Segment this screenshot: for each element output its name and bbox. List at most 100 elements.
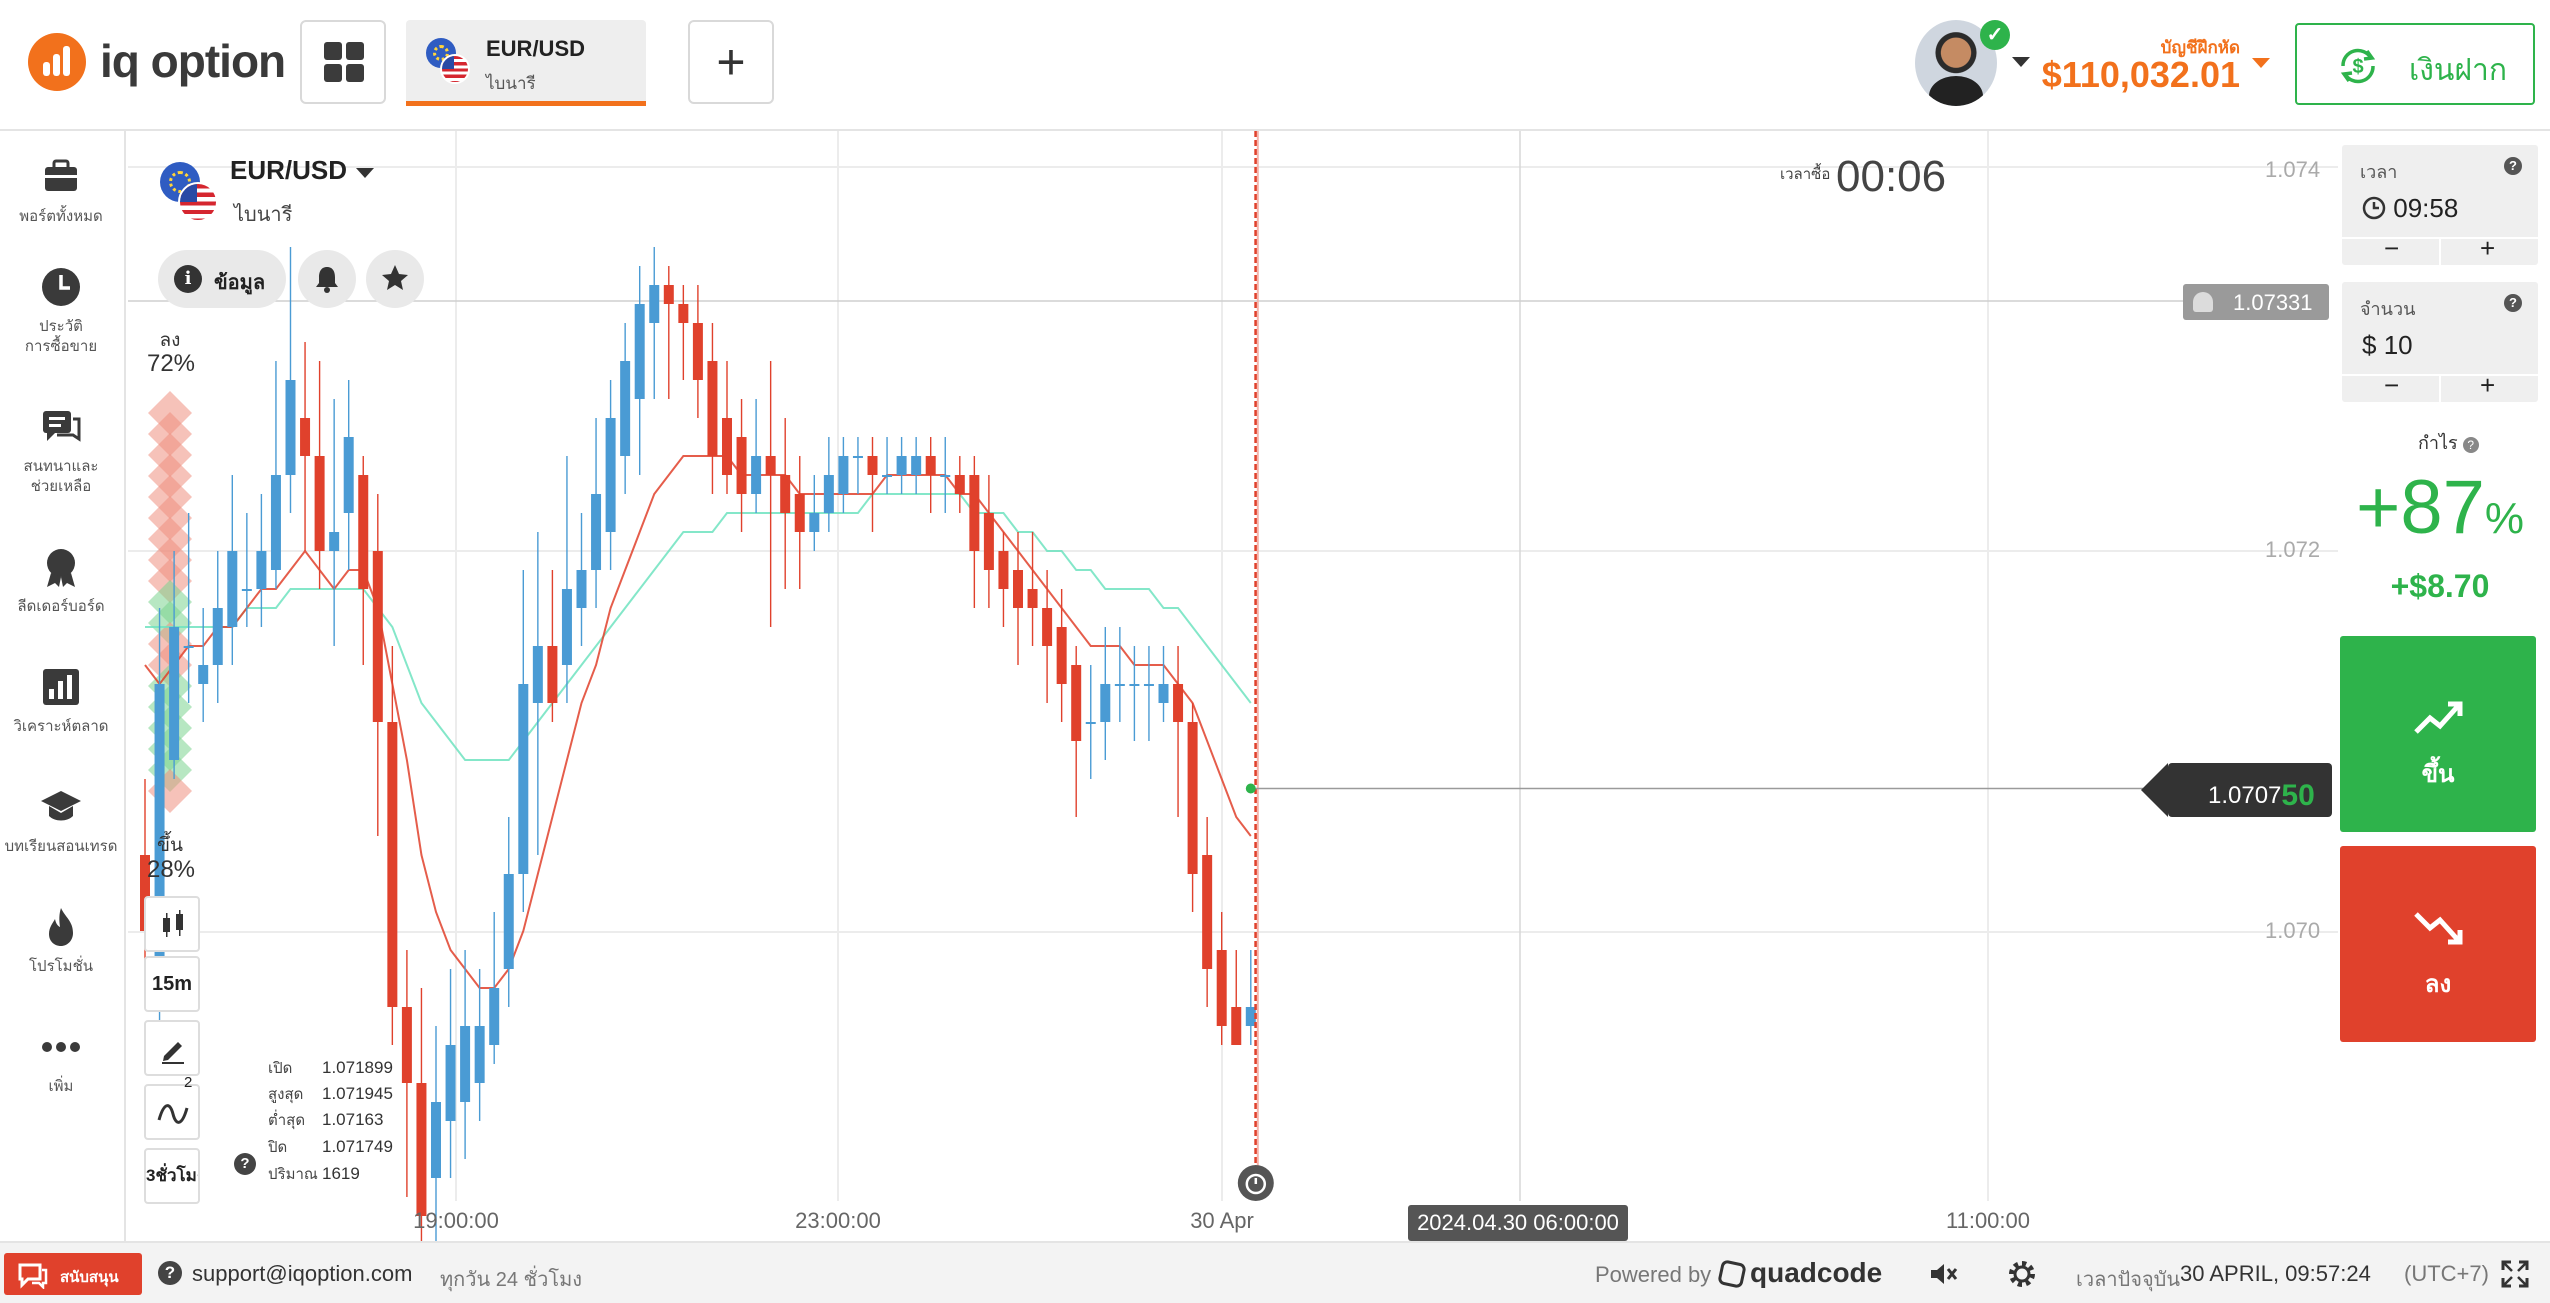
info-button[interactable]: i ข้อมูล (158, 250, 286, 308)
candle-up (1143, 684, 1154, 686)
candle-up (852, 456, 863, 458)
time-increase-button[interactable]: + (2480, 233, 2496, 263)
account-type-label[interactable]: บัญชีฝึกหัด (2160, 38, 2240, 57)
current-time-value: 30 APRIL, 09:57:24 (2180, 1261, 2371, 1286)
profit-amount: +$8.70 (2390, 568, 2490, 604)
alert-button[interactable] (298, 250, 356, 308)
candle-up (1100, 684, 1111, 722)
candle-up (431, 1102, 441, 1178)
sidebar-item-history[interactable]: ประวัติ การซื้อขาย (0, 265, 122, 357)
candle-up (634, 304, 645, 399)
pair-dropdown-caret-icon[interactable] (356, 168, 374, 178)
chart-canvas[interactable] (128, 131, 2338, 1241)
time-range-button[interactable]: 3ชั่วโมง (144, 1148, 200, 1204)
buy-up-button[interactable]: ขึ้น (2340, 636, 2536, 832)
profile-dropdown-caret-icon[interactable] (2012, 57, 2030, 67)
bell-icon (316, 267, 338, 293)
sidebar-item-market-analysis[interactable]: วิเคราะห์ตลาด (0, 665, 122, 737)
drawing-tools-button[interactable] (144, 1020, 200, 1076)
support-chat-label: สนับสนุน (60, 1269, 119, 1286)
candle-up (503, 874, 514, 969)
clock-icon (2362, 196, 2386, 220)
profit-percent: +87% (2355, 465, 2525, 550)
powered-by-label: Powered by (1595, 1262, 1712, 1287)
y-axis-tick: 1.070 (2265, 918, 2321, 943)
asset-tab-eurusd[interactable]: EUR/USD ไบนารี (406, 20, 646, 106)
candle-down (969, 475, 980, 551)
all-assets-grid-button[interactable] (300, 20, 386, 104)
help-icon[interactable]: ? (234, 1153, 256, 1175)
candle-up (198, 665, 209, 684)
ohlc-high: สูงสุด 1.071945 (268, 1082, 393, 1106)
sidebar-item-portfolio[interactable]: พอร์ตทั้งหมด (0, 155, 122, 227)
sidebar-item-label: สนทนาและ ช่วยเหลือ (23, 458, 99, 495)
settings-gear-icon[interactable] (2006, 1258, 2038, 1290)
help-icon[interactable]: ? (2462, 437, 2479, 453)
candle-up (212, 608, 223, 665)
sell-down-button[interactable]: ลง (2340, 846, 2536, 1042)
sidebar-item-chat[interactable]: สนทนาและ ช่วยเหลือ (0, 405, 122, 497)
sidebar-item-label: บทเรียนสอนเทรด (4, 838, 118, 855)
add-asset-button[interactable]: + (688, 20, 774, 104)
ohlc-volume-label: ปริมาณ (268, 1166, 318, 1183)
expiry-time-field[interactable]: เวลา ? 09:58 − + (2342, 145, 2538, 267)
ohlc-low: ต่ำสุด 1.07163 (268, 1108, 383, 1132)
indicators-button[interactable]: 2 (144, 1074, 200, 1140)
amount-increase-button[interactable]: + (2480, 370, 2496, 400)
sidebar-item-leaderboard[interactable]: ลีดเดอร์บอร์ด (0, 545, 122, 617)
plus-icon: + (716, 34, 746, 90)
timeframe-button[interactable]: 15m (144, 956, 200, 1012)
favorite-button[interactable] (366, 250, 424, 308)
clock-icon (42, 268, 80, 306)
candle-down (983, 513, 994, 570)
support-chat-button[interactable]: สนับสนุน (4, 1253, 142, 1295)
x-axis-tick: 11:00:00 (1945, 1208, 2031, 1233)
x-axis-tick: 23:00:00 (795, 1208, 881, 1233)
deposit-button[interactable]: $ เงินฝาก (2295, 23, 2535, 105)
support-hours: ทุกวัน 24 ชั่วโมง (440, 1269, 583, 1291)
sidebar-item-label: ลีดเดอร์บอร์ด (17, 598, 105, 615)
price-alert-tag[interactable]: 1.07331 (2183, 284, 2329, 320)
candle-up (561, 589, 572, 665)
left-sidebar: พอร์ตทั้งหมด ประวัติ การซื้อขาย สนทนาและ… (0, 131, 126, 1241)
candle-down (998, 551, 1009, 589)
grid-icon (324, 42, 342, 60)
ohlc-volume: ปริมาณ 1619 (268, 1162, 360, 1186)
help-icon[interactable]: ? (158, 1261, 182, 1285)
sidebar-item-tutorials[interactable]: บทเรียนสอนเทรด (0, 785, 122, 857)
amount-decrease-button[interactable]: − (2384, 370, 2400, 400)
mute-icon[interactable] (1928, 1260, 1958, 1288)
amount-field[interactable]: จำนวน ? $ 10 − + (2342, 282, 2538, 404)
account-balance[interactable]: $110,032.01 (2041, 54, 2240, 95)
brand-name[interactable]: iq option (100, 35, 286, 87)
candle-up (241, 589, 252, 591)
candle-up (809, 513, 820, 532)
support-email-link[interactable]: support@iqoption.com (192, 1261, 413, 1286)
sidebar-item-more[interactable]: เพิ่ม (0, 1025, 122, 1097)
indicator-wave-icon (157, 1104, 189, 1124)
sidebar-item-promotions[interactable]: โปรโมชั่น (0, 905, 122, 977)
account-dropdown-caret-icon[interactable] (2252, 58, 2270, 68)
help-icon[interactable]: ? (2504, 294, 2522, 312)
price-chart[interactable] (128, 131, 2338, 1241)
moving-average-slow (145, 493, 1252, 761)
amount-value[interactable]: $ 10 (2362, 330, 2413, 361)
moving-averages (144, 455, 1252, 989)
fullscreen-icon[interactable] (2500, 1259, 2530, 1289)
help-icon[interactable]: ? (2504, 157, 2522, 175)
chart-type-button[interactable] (144, 896, 200, 952)
logo-icon[interactable] (28, 33, 86, 91)
amount-label: จำนวน (2360, 299, 2416, 319)
candle-down (1216, 950, 1227, 1026)
candle-down (678, 304, 689, 323)
candle-up (591, 494, 602, 570)
sidebar-item-label: วิเคราะห์ตลาด (13, 718, 109, 735)
candles (140, 247, 1256, 1241)
candle-up (649, 285, 660, 323)
candle-down (314, 456, 325, 551)
candle-down (387, 722, 398, 1007)
ohlc-open-value: 1.071899 (322, 1058, 393, 1077)
chart-pair-selector[interactable]: EUR/USD (230, 155, 347, 186)
time-decrease-button[interactable]: − (2384, 233, 2400, 263)
expiry-time-value[interactable]: 09:58 (2362, 193, 2458, 224)
